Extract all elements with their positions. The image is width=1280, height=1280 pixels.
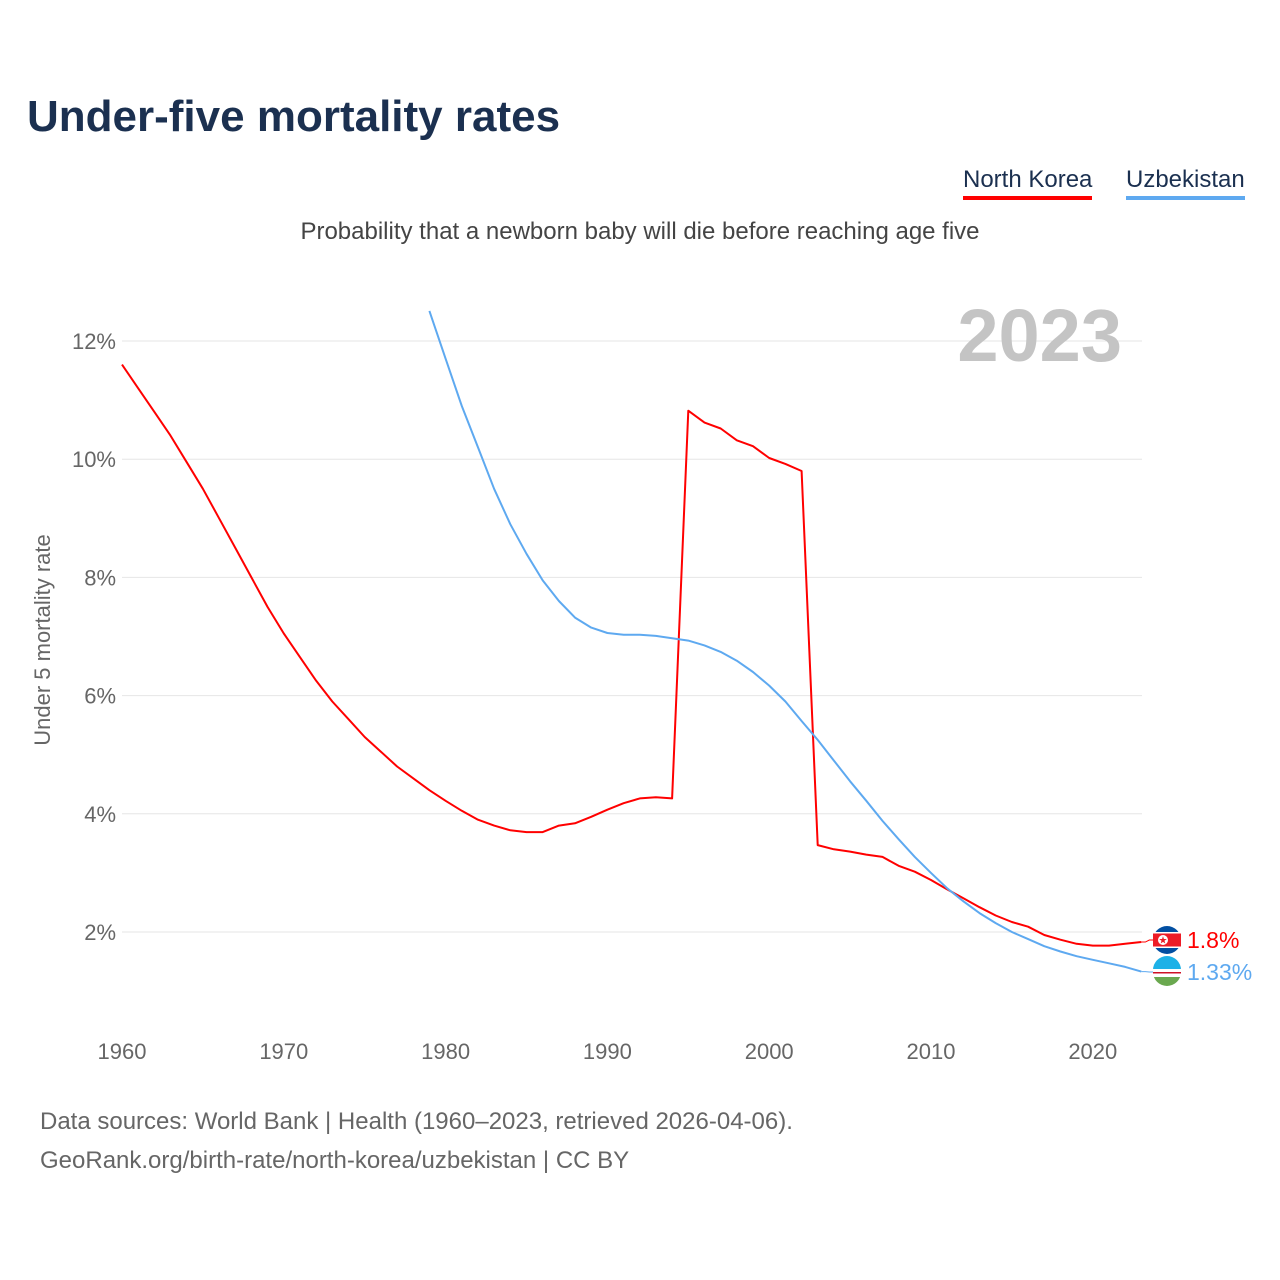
series-line-1 <box>428 310 1142 973</box>
source-line-1: Data sources: World Bank | Health (1960–… <box>40 1108 793 1135</box>
y-tick-label: 8% <box>84 565 116 590</box>
x-tick-label: 1990 <box>583 1039 632 1064</box>
year-label: 2023 <box>957 294 1122 377</box>
legend-north-korea[interactable]: North Korea <box>963 166 1093 200</box>
chart-subtitle: Probability that a newborn baby will die… <box>300 218 980 245</box>
series-line-0 <box>121 364 1142 947</box>
x-tick-label: 1980 <box>421 1039 470 1064</box>
x-tick-label: 2020 <box>1068 1039 1117 1064</box>
end-value-label: 1.33% <box>1187 959 1252 985</box>
x-tick-label: 1970 <box>259 1039 308 1064</box>
end-connector <box>1141 939 1156 943</box>
flag-disc <box>1158 935 1168 945</box>
x-tick-label: 2000 <box>745 1039 794 1064</box>
x-tick-label: 1960 <box>98 1039 147 1064</box>
flag-stripe <box>1153 972 1181 974</box>
end-value-label: 1.8% <box>1187 927 1239 953</box>
y-tick-label: 10% <box>72 447 116 472</box>
y-tick-label: 12% <box>72 329 116 354</box>
source-line-2: GeoRank.org/birth-rate/north-korea/uzbek… <box>40 1147 630 1174</box>
y-tick-label: 4% <box>84 802 116 827</box>
y-axis-label: Under 5 mortality rate <box>30 534 55 746</box>
y-tick-label: 2% <box>84 920 116 945</box>
legend-uzbekistan[interactable]: Uzbekistan <box>1126 166 1245 200</box>
y-tick-label: 6% <box>84 684 116 709</box>
x-tick-label: 2010 <box>907 1039 956 1064</box>
chart-title: Under-five mortality rates <box>27 92 561 141</box>
flag-star: ★ <box>1159 936 1168 947</box>
flag-stripe <box>1153 956 1181 970</box>
